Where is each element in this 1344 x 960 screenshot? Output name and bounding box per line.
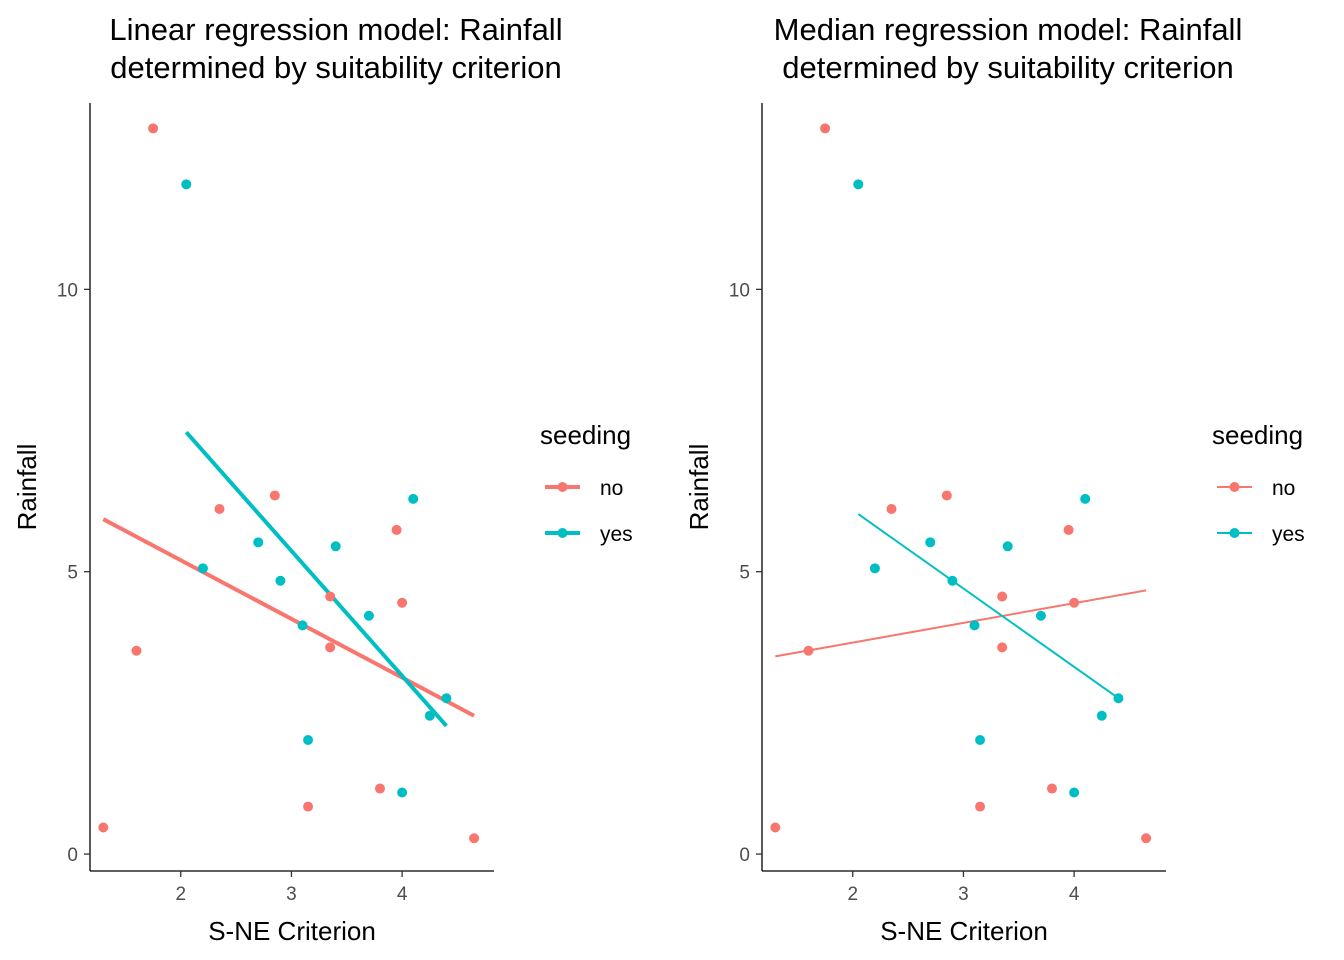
legend-label-no: no bbox=[600, 477, 623, 500]
data-point-no bbox=[997, 591, 1008, 602]
data-point-no bbox=[391, 524, 402, 535]
x-axis-title: S-NE Criterion bbox=[208, 916, 376, 946]
data-point-yes bbox=[275, 575, 286, 586]
data-point-yes bbox=[1002, 541, 1013, 552]
chart-title-line-1: Linear regression model: Rainfall bbox=[109, 12, 562, 47]
x-tick-label: 3 bbox=[286, 884, 297, 905]
data-point-no bbox=[98, 822, 109, 833]
fit-line-yes bbox=[857, 513, 1119, 700]
data-point-yes bbox=[1096, 710, 1107, 721]
data-point-no bbox=[469, 833, 480, 844]
data-point-no bbox=[997, 642, 1008, 653]
data-point-yes bbox=[1035, 610, 1046, 621]
data-point-no bbox=[1046, 783, 1057, 794]
median-regression-panel: Median regression model: Rainfall determi… bbox=[672, 0, 1344, 960]
legend-label-yes: yes bbox=[1272, 523, 1305, 546]
x-tick-label: 2 bbox=[847, 884, 858, 905]
data-point-yes bbox=[925, 537, 936, 548]
linear-regression-chart: Linear regression model: Rainfalldetermi… bbox=[12, 12, 633, 946]
legend-key-point-yes bbox=[557, 528, 568, 538]
y-tick-label: 0 bbox=[67, 845, 78, 866]
data-point-yes bbox=[869, 563, 880, 574]
data-point-no bbox=[214, 504, 225, 515]
y-axis-title: Rainfall bbox=[12, 444, 42, 531]
data-point-yes bbox=[1113, 693, 1124, 704]
data-point-no bbox=[1069, 597, 1080, 608]
legend-key-point-yes bbox=[1229, 528, 1240, 538]
data-point-no bbox=[803, 645, 814, 656]
y-tick-label: 0 bbox=[739, 845, 750, 866]
data-point-yes bbox=[1080, 493, 1091, 504]
data-point-no bbox=[1063, 524, 1074, 535]
data-point-no bbox=[131, 645, 142, 656]
data-point-no bbox=[148, 123, 159, 134]
y-tick-label: 10 bbox=[729, 280, 750, 301]
data-point-yes bbox=[969, 620, 980, 631]
legend-label-no: no bbox=[1272, 477, 1295, 500]
data-point-no bbox=[303, 801, 314, 812]
fit-line-yes bbox=[184, 430, 448, 728]
data-point-yes bbox=[424, 710, 435, 721]
data-point-yes bbox=[253, 537, 264, 548]
data-point-yes bbox=[1069, 787, 1080, 798]
x-tick-label: 4 bbox=[397, 884, 408, 905]
x-axis-title: S-NE Criterion bbox=[880, 916, 1048, 946]
y-tick-label: 5 bbox=[739, 563, 750, 584]
data-point-yes bbox=[947, 575, 958, 586]
linear-regression-panel: Linear regression model: Rainfall determi… bbox=[12, 12, 633, 946]
data-point-yes bbox=[297, 620, 308, 631]
fit-line-no bbox=[775, 589, 1147, 658]
x-tick-label: 2 bbox=[175, 884, 186, 905]
legend-key-point-no bbox=[1229, 482, 1240, 492]
data-point-yes bbox=[975, 734, 986, 745]
data-point-no bbox=[269, 490, 280, 501]
data-point-yes bbox=[441, 693, 452, 704]
data-point-no bbox=[975, 801, 986, 812]
data-point-no bbox=[820, 123, 831, 134]
data-point-no bbox=[325, 591, 336, 602]
data-point-no bbox=[886, 504, 897, 515]
data-point-no bbox=[770, 822, 781, 833]
chart-title-line-2: determined by suitability criterion bbox=[110, 50, 561, 85]
legend-label-yes: yes bbox=[600, 523, 633, 546]
legend-key-point-no bbox=[557, 482, 568, 492]
chart-title-line-2: determined by suitability criterion bbox=[782, 50, 1233, 85]
fit-line-no bbox=[102, 517, 476, 718]
chart-title-line-1: Median regression model: Rainfall bbox=[774, 12, 1243, 47]
data-point-yes bbox=[853, 179, 864, 190]
legend-title: seeding bbox=[1212, 420, 1303, 450]
data-point-yes bbox=[197, 563, 208, 574]
data-point-no bbox=[374, 783, 385, 794]
legend-title: seeding bbox=[540, 420, 631, 450]
y-axis-title: Rainfall bbox=[684, 444, 714, 531]
data-point-no bbox=[941, 490, 952, 501]
data-point-no bbox=[325, 642, 336, 653]
data-point-yes bbox=[303, 734, 314, 745]
median-regression-chart: Median regression model: Rainfalldetermi… bbox=[684, 12, 1305, 946]
data-point-yes bbox=[397, 787, 408, 798]
data-point-yes bbox=[408, 493, 419, 504]
x-tick-label: 3 bbox=[958, 884, 969, 905]
data-point-no bbox=[1141, 833, 1152, 844]
y-tick-label: 10 bbox=[57, 280, 78, 301]
y-tick-label: 5 bbox=[67, 563, 78, 584]
data-point-no bbox=[397, 597, 408, 608]
x-tick-label: 4 bbox=[1069, 884, 1080, 905]
data-point-yes bbox=[363, 610, 374, 621]
data-point-yes bbox=[330, 541, 341, 552]
data-point-yes bbox=[181, 179, 192, 190]
